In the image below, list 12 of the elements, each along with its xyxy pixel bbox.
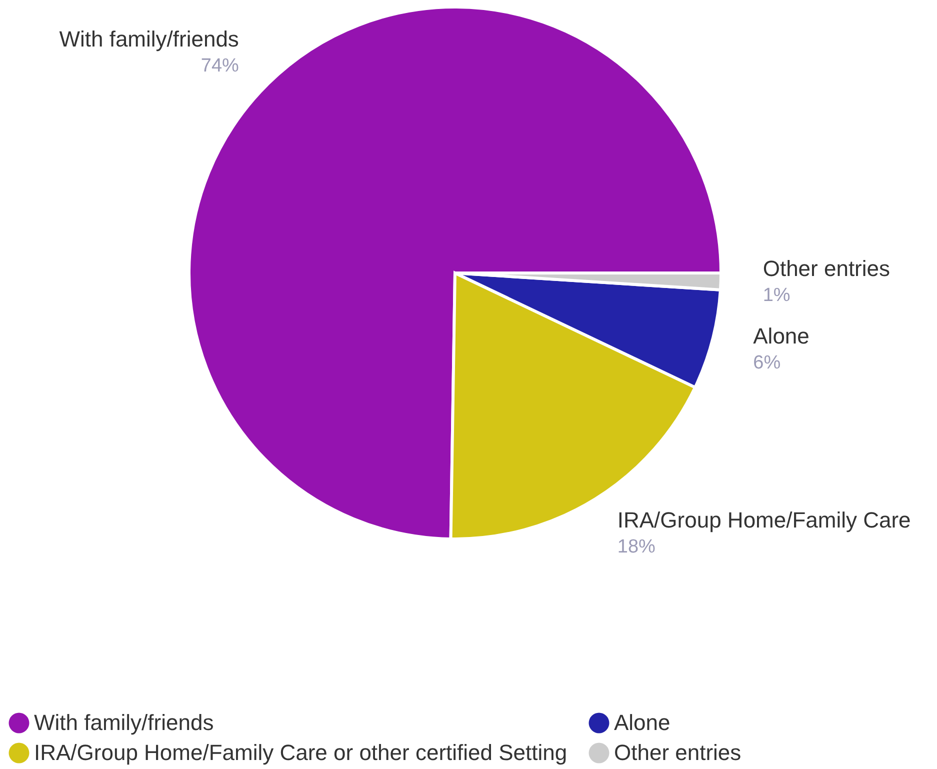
data-label: 6%: [753, 352, 781, 374]
text: IRA/Group Home/Family Care: [617, 508, 911, 533]
data-label: 74%: [200, 55, 240, 76]
legend-label: Other entries: [614, 740, 742, 765]
slice-label: Other entries: [762, 256, 890, 281]
slice-label: With family/friends: [59, 26, 239, 52]
data-label: 18%: [617, 536, 656, 558]
slice-label: Alone: [753, 323, 810, 348]
legend-label: Alone: [614, 710, 670, 735]
data-label: 1%: [762, 284, 790, 306]
legend-label: IRA/Group Home/Family Care or other certified Setting: [34, 740, 568, 765]
legend-label: With family/friends: [34, 710, 214, 735]
